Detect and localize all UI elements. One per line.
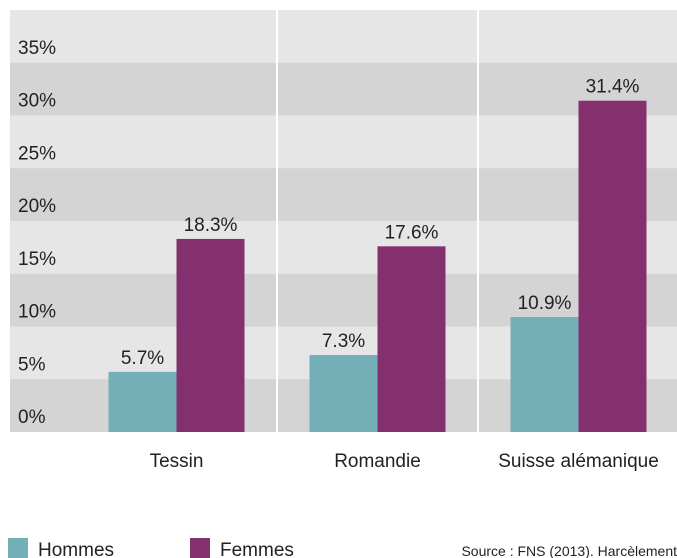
y-tick-label: 5% (18, 354, 46, 375)
legend-swatch (8, 538, 28, 558)
bar (578, 100, 647, 432)
x-tick-label: Suisse alémanique (498, 451, 659, 472)
bar (309, 354, 378, 432)
y-tick-label: 35% (18, 38, 56, 59)
y-tick-label: 0% (18, 407, 46, 428)
x-tick-label: Romandie (334, 451, 421, 472)
bar (377, 246, 446, 432)
y-tick-label: 10% (18, 302, 56, 323)
grid-band (10, 62, 677, 116)
y-tick-label: 15% (18, 249, 56, 270)
value-label: 17.6% (385, 222, 439, 243)
value-label: 10.9% (518, 293, 572, 314)
y-tick-label: 25% (18, 143, 56, 164)
bar (510, 317, 579, 432)
grid-band (10, 168, 677, 221)
bar (108, 371, 177, 432)
bar (176, 238, 245, 432)
y-tick-label: 30% (18, 91, 56, 112)
value-label: 31.4% (586, 77, 640, 98)
value-label: 18.3% (184, 215, 238, 236)
legend-swatch (190, 538, 210, 558)
value-label: 5.7% (121, 348, 164, 369)
x-tick-label: Tessin (150, 451, 204, 472)
source: Source : FNS (2013). Harcèlement (461, 543, 677, 558)
y-tick-label: 20% (18, 196, 56, 217)
legend-label: Hommes (38, 540, 114, 558)
legend-label: Femmes (220, 540, 294, 558)
value-label: 7.3% (322, 331, 365, 352)
